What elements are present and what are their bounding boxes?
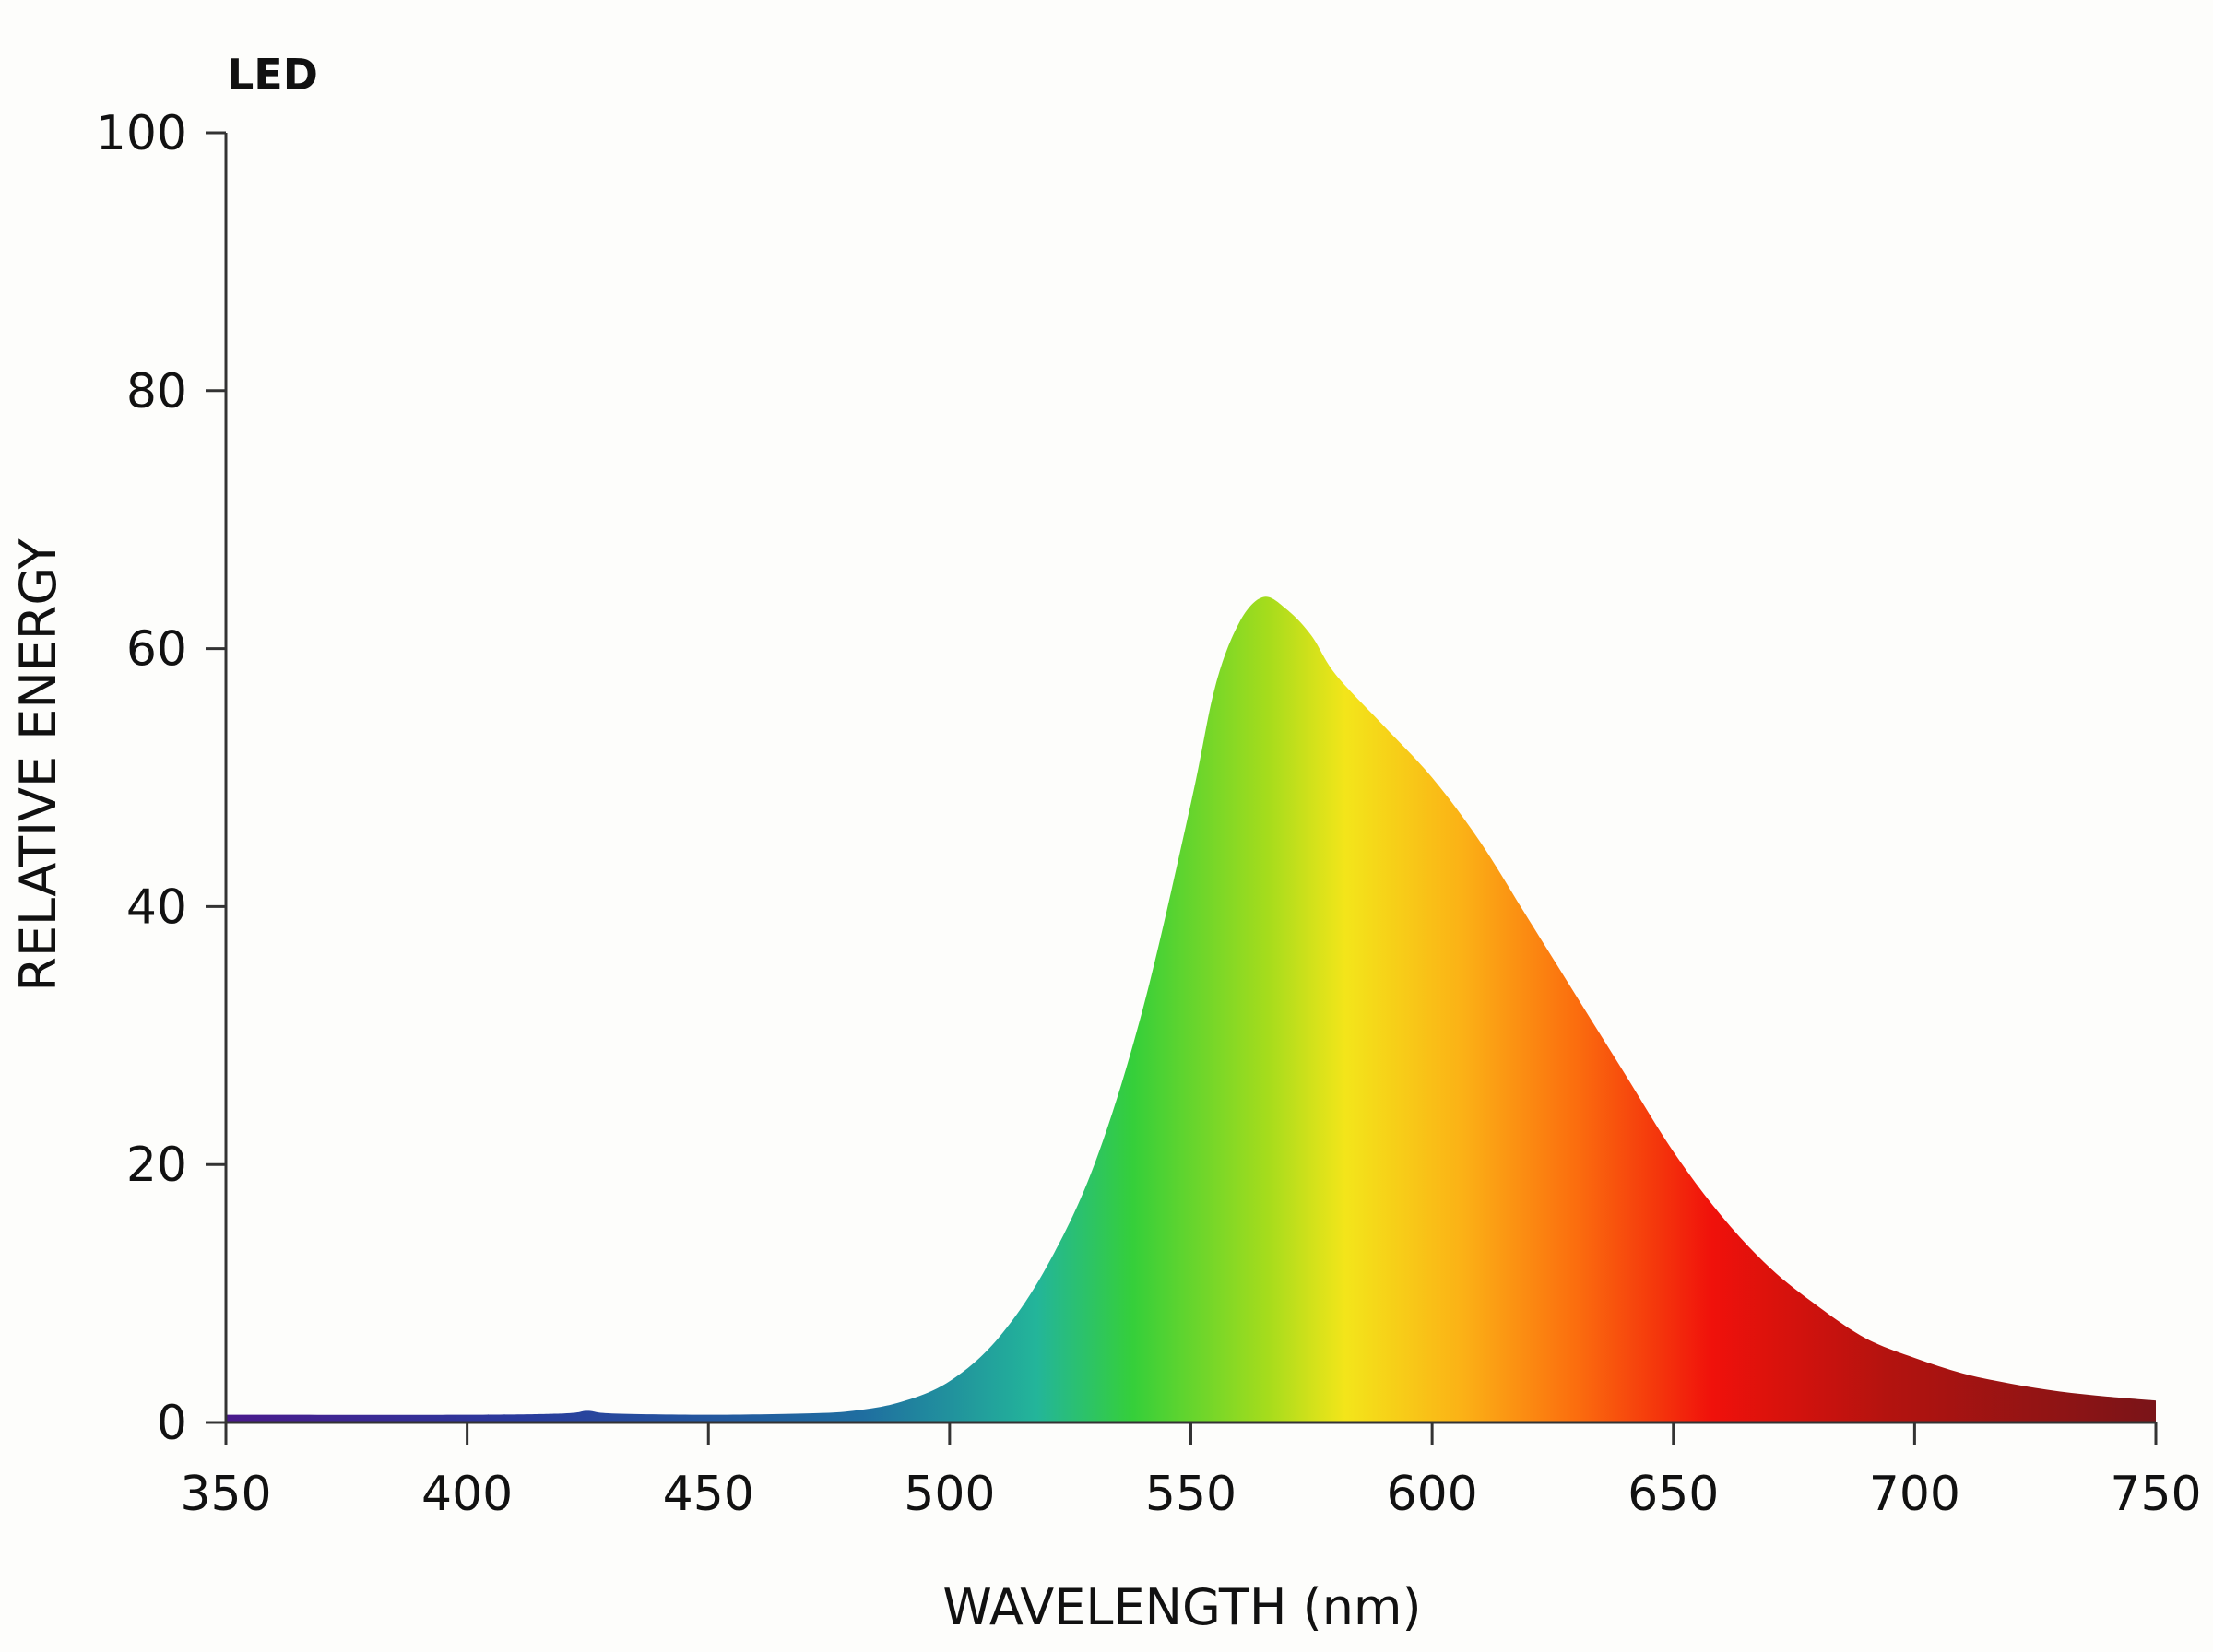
x-tick-label: 600 xyxy=(1386,1467,1477,1522)
y-tick-label: 100 xyxy=(96,106,187,161)
y-tick-label: 20 xyxy=(126,1138,187,1193)
y-axis-ticks: 0 20 40 60 80 100 xyxy=(96,106,226,1451)
x-tick-label: 450 xyxy=(663,1467,754,1522)
x-axis-title: WAVELENGTH (nm) xyxy=(942,1578,1421,1636)
y-axis-title: RELATIVE ENERGY xyxy=(9,537,67,991)
x-tick-label: 550 xyxy=(1145,1467,1237,1522)
y-tick-label: 60 xyxy=(126,622,187,678)
x-tick-label: 650 xyxy=(1627,1467,1719,1522)
x-tick-label: 700 xyxy=(1869,1467,1960,1522)
x-tick-label: 750 xyxy=(2110,1467,2201,1522)
chart-title: LED xyxy=(227,50,318,100)
y-tick-label: 40 xyxy=(126,879,187,935)
spectrum-area xyxy=(226,596,2156,1422)
x-tick-label: 400 xyxy=(421,1467,513,1522)
y-tick-label: 0 xyxy=(157,1396,187,1451)
y-tick-label: 80 xyxy=(126,364,187,419)
x-tick-label: 350 xyxy=(180,1467,271,1522)
x-axis-ticks: 350 400 450 500 550 600 650 700 750 xyxy=(180,1422,2202,1522)
x-tick-label: 500 xyxy=(904,1467,995,1522)
